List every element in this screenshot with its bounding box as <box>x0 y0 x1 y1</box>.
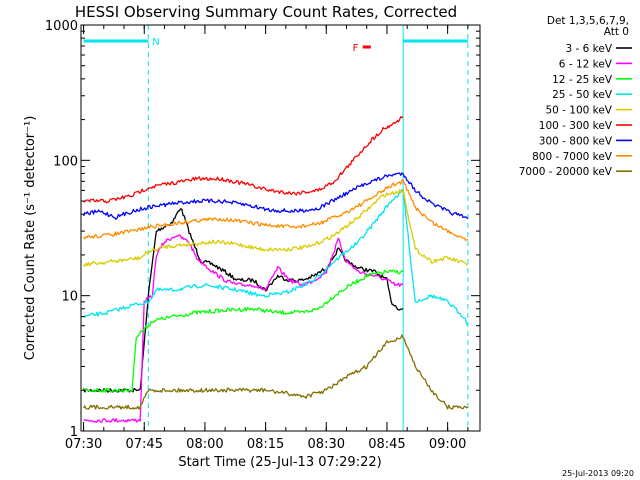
series-line-6 <box>82 172 469 220</box>
legend-entry-label: 300 - 800 keV <box>539 135 613 147</box>
x-axis-label: Start Time (25-Jul-13 07:29:22) <box>178 455 381 470</box>
legend-entry-label: 7000 - 20000 keV <box>519 166 613 178</box>
legend-entry-label: 50 - 100 keV <box>545 105 612 117</box>
legend-entry-label: 800 - 7000 keV <box>532 151 613 163</box>
legend-entry-label: 100 - 300 keV <box>539 120 613 132</box>
legend-entry-label: 25 - 50 keV <box>552 89 613 101</box>
legend-header: Att 0 <box>604 26 629 38</box>
y-tick-label: 1 <box>70 425 78 440</box>
plot-frame <box>80 24 481 432</box>
series-line-7 <box>83 179 469 242</box>
flag-label: F <box>353 43 359 54</box>
legend-entry-label: 6 - 12 keV <box>559 58 613 70</box>
series-line-5 <box>83 116 404 204</box>
chart-title: HESSI Observing Summary Count Rates, Cor… <box>75 3 457 21</box>
series-line-2 <box>83 269 404 393</box>
series-line-8 <box>83 334 469 410</box>
plot-area: NF <box>80 25 469 431</box>
series-line-3 <box>83 188 469 327</box>
series-line-4 <box>83 189 469 267</box>
footer-date: 25-Jul-2013 09:20 <box>562 469 634 478</box>
x-tick-label: 08:00 <box>186 437 223 452</box>
series-line-1 <box>83 234 404 423</box>
y-tick-label: 1000 <box>45 19 78 34</box>
y-tick-label: 100 <box>53 154 78 169</box>
legend: Det 1,3,5,6,7,9,Att 0 3 - 6 keV 6 - 12 keV… <box>519 15 632 178</box>
legend-entry-label: 12 - 25 keV <box>552 74 613 86</box>
series-line-0 <box>82 208 404 393</box>
x-tick-label: 08:30 <box>308 437 345 452</box>
legend-header: Det 1,3,5,6,7,9, <box>547 15 629 27</box>
y-axis-label: Corrected Count Rate (s⁻¹ detector⁻¹) <box>23 116 38 361</box>
axes: 1 10 100 1000 07:30 07:45 08:00 08:15 08:30 08:45… <box>45 19 481 452</box>
x-tick-label: 08:15 <box>247 437 284 452</box>
legend-entry-label: 3 - 6 keV <box>565 43 612 55</box>
flag-label: N <box>152 37 159 48</box>
x-tick-label: 07:45 <box>126 437 163 452</box>
x-tick-label: 08:45 <box>368 437 405 452</box>
x-tick-label: 07:30 <box>65 437 102 452</box>
y-tick-label: 10 <box>61 290 78 305</box>
x-tick-label: 09:00 <box>429 437 466 452</box>
